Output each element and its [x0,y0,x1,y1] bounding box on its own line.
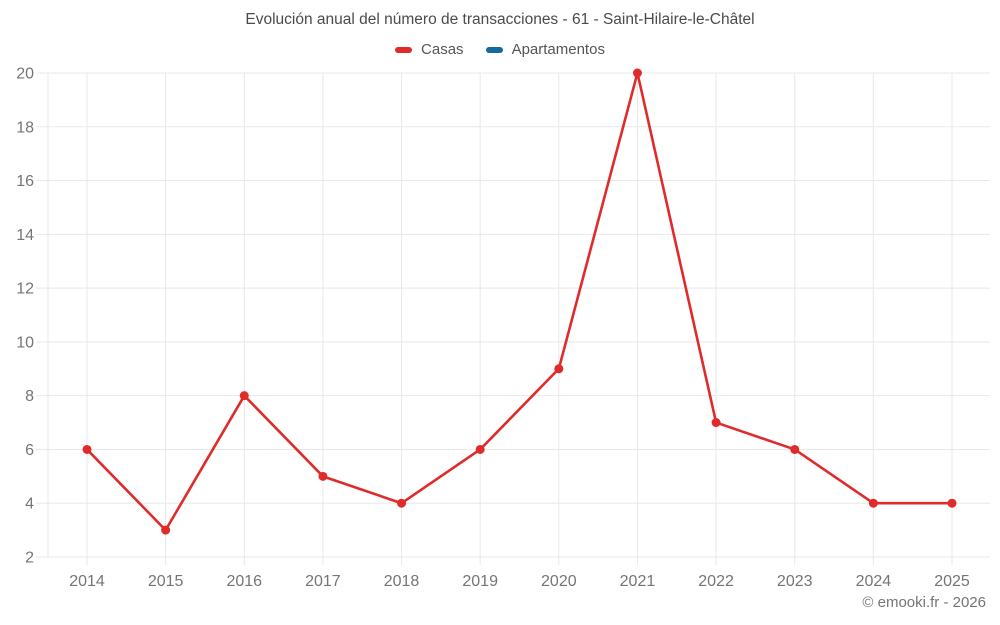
data-point-casas[interactable] [82,444,92,454]
y-tick-label: 2 [25,550,34,567]
data-point-casas[interactable] [790,444,800,454]
y-tick-label: 4 [25,496,34,513]
x-tick-label: 2021 [620,573,656,590]
x-tick-label: 2015 [148,573,184,590]
data-point-casas[interactable] [554,364,564,374]
x-tick-label: 2014 [69,573,105,590]
legend-item-apartamentos[interactable]: Apartamentos [485,41,605,58]
y-tick-label: 10 [16,334,34,351]
y-tick-label: 12 [16,281,34,298]
legend-label-apartamentos: Apartamentos [511,41,605,58]
y-tick-label: 18 [16,119,34,136]
data-point-casas[interactable] [711,418,721,428]
legend-label-casas: Casas [421,41,464,58]
casas-swatch-icon [395,46,413,53]
y-tick-label: 8 [25,388,34,405]
data-point-casas[interactable] [239,391,249,401]
x-tick-label: 2016 [226,573,262,590]
x-tick-label: 2023 [777,573,813,590]
data-point-casas[interactable] [475,444,485,454]
y-tick-label: 20 [16,66,34,83]
copyright: © emooki.fr - 2026 [862,594,986,611]
x-tick-label: 2024 [856,573,892,590]
chart-title: Evolución anual del número de transaccio… [245,11,755,28]
data-point-casas[interactable] [397,498,407,508]
data-point-casas[interactable] [318,471,328,481]
data-point-casas[interactable] [161,525,171,535]
x-tick-label: 2022 [698,573,734,590]
data-point-casas[interactable] [868,498,878,508]
series-line-casas [85,71,954,532]
x-tick-label: 2017 [305,573,341,590]
x-tick-label: 2025 [934,573,970,590]
y-tick-label: 16 [16,173,34,190]
legend-item-casas[interactable]: Casas [395,41,464,58]
apartamentos-swatch-icon [485,46,503,53]
x-tick-label: 2018 [384,573,420,590]
data-point-casas[interactable] [632,68,642,78]
x-tick-label: 2019 [462,573,498,590]
y-tick-label: 14 [16,227,34,244]
x-tick-label: 2020 [541,573,577,590]
y-tick-label: 6 [25,442,34,459]
data-point-casas[interactable] [947,498,957,508]
legend: Casas Apartamentos [0,41,1000,58]
